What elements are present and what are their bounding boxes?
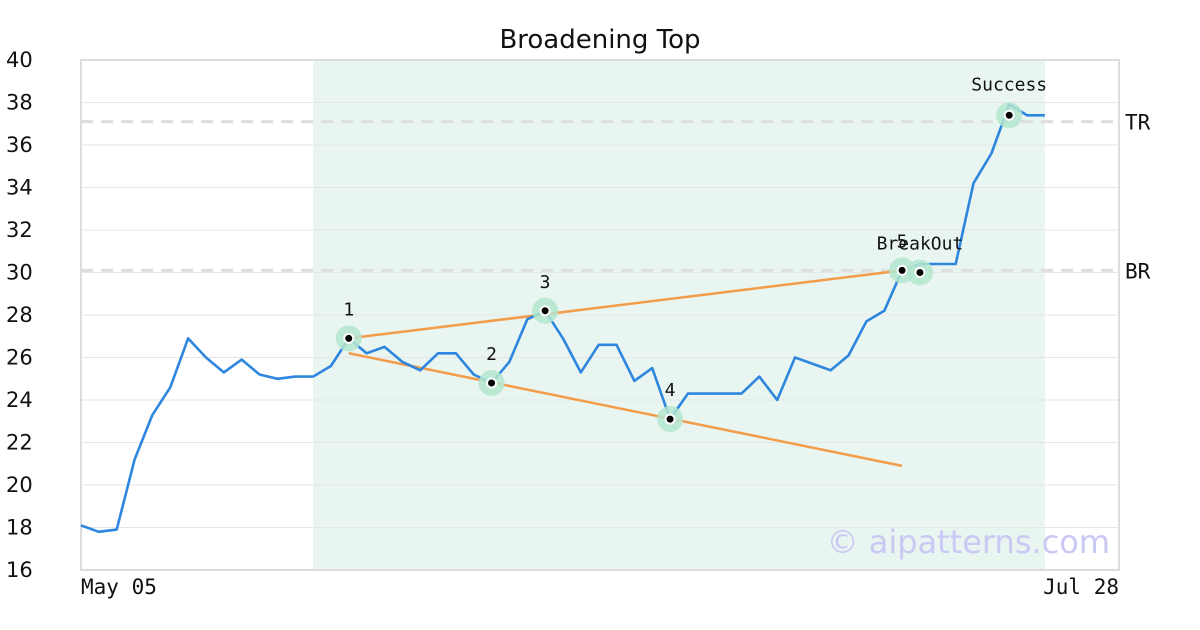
- grid-layer: [80, 59, 1120, 571]
- plot-frame: [80, 59, 1120, 571]
- point-label: 4: [665, 380, 676, 401]
- y-tick-label: 34: [6, 176, 33, 200]
- y-tick-label: 30: [6, 261, 33, 285]
- point-label: BreakOut: [877, 234, 964, 255]
- level-label: TR: [1125, 111, 1151, 135]
- point-marker: [486, 377, 498, 389]
- trendline: [348, 352, 903, 468]
- point-marker: [664, 413, 676, 425]
- levels-layer: [81, 120, 1119, 272]
- watermark: © aipatterns.com: [827, 523, 1110, 561]
- x-tick-label: Jul 28: [1043, 575, 1119, 599]
- point-label: 3: [540, 272, 551, 293]
- point-marker: [914, 267, 926, 278]
- trendline: [348, 269, 903, 340]
- y-tick-label: 22: [6, 431, 33, 455]
- y-tick-label: 28: [6, 303, 33, 327]
- y-tick-label: 24: [6, 388, 33, 412]
- series-layer: [80, 103, 1045, 534]
- y-tick-label: 18: [6, 516, 33, 540]
- point-label: Success: [971, 74, 1047, 95]
- y-tick-label: 38: [6, 91, 33, 115]
- x-tick-label: May 05: [81, 575, 157, 599]
- point-marker: [539, 305, 551, 317]
- level-label: BR: [1125, 259, 1151, 283]
- point-marker: [896, 264, 908, 276]
- y-tick-label: 16: [6, 558, 33, 582]
- chart-title: Broadening Top: [499, 25, 700, 55]
- y-tick-label: 40: [6, 48, 33, 72]
- points-layer: [335, 102, 1023, 433]
- y-tick-label: 26: [6, 346, 33, 370]
- y-tick-label: 36: [6, 133, 33, 157]
- y-tick-label: 32: [6, 218, 33, 242]
- point-marker: [1003, 109, 1015, 121]
- point-label: 5: [897, 231, 908, 252]
- point-label: 1: [343, 299, 354, 320]
- point-label: 2: [486, 344, 497, 365]
- y-tick-label: 20: [6, 473, 33, 497]
- point-marker: [343, 332, 355, 344]
- price-line: [80, 103, 1045, 534]
- trendlines-layer: [348, 269, 903, 468]
